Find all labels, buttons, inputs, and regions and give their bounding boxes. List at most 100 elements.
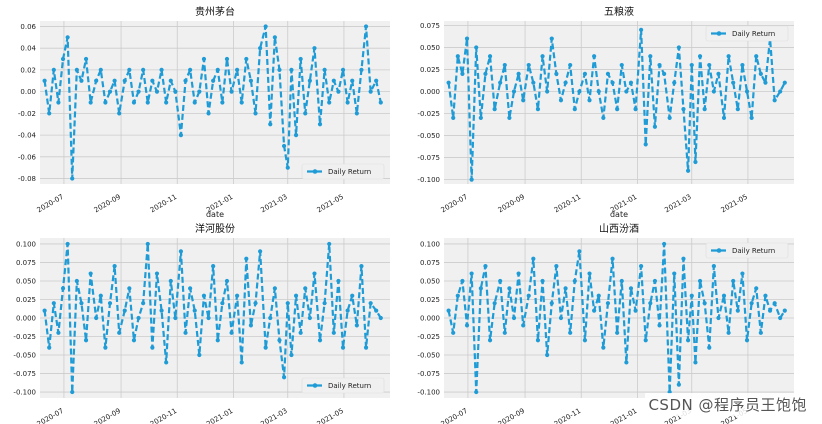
data-point bbox=[464, 36, 470, 41]
data-point bbox=[83, 338, 89, 343]
x-tick-label: 2020-07 bbox=[440, 407, 469, 424]
data-point bbox=[201, 56, 207, 62]
subplot-4: 0.100 0.075 0.050 0.025 0.000 -0.025 -0.050 -0.… bbox=[417, 223, 794, 424]
data-point bbox=[79, 301, 84, 306]
data-point bbox=[150, 345, 155, 350]
data-point bbox=[563, 286, 568, 291]
x-tick-label: 2020-11 bbox=[149, 193, 178, 215]
data-point bbox=[592, 54, 597, 59]
data-point bbox=[596, 293, 601, 298]
data-point bbox=[681, 107, 686, 112]
data-point bbox=[253, 111, 258, 116]
data-point bbox=[531, 256, 536, 261]
data-point bbox=[540, 278, 545, 284]
data-point bbox=[145, 241, 150, 247]
data-point bbox=[215, 338, 220, 343]
data-point bbox=[478, 115, 483, 121]
data-point bbox=[224, 56, 230, 62]
data-point bbox=[298, 330, 303, 335]
chart-title: 山西汾酒 bbox=[599, 223, 639, 235]
data-point bbox=[244, 56, 249, 62]
data-point bbox=[354, 111, 359, 116]
data-point bbox=[154, 271, 160, 276]
data-point bbox=[197, 352, 202, 358]
data-point bbox=[639, 27, 644, 32]
data-point bbox=[487, 338, 493, 343]
data-point bbox=[285, 301, 290, 306]
data-point bbox=[667, 115, 672, 121]
data-point bbox=[545, 89, 550, 94]
data-point bbox=[502, 330, 507, 335]
data-point bbox=[582, 71, 588, 76]
data-point bbox=[758, 71, 763, 76]
x-tick-label: 2021-05 bbox=[316, 407, 345, 424]
data-point bbox=[582, 338, 588, 343]
chart-title: 贵州茅台 bbox=[195, 5, 235, 18]
data-point bbox=[224, 278, 230, 284]
data-point bbox=[94, 315, 99, 321]
data-point bbox=[498, 80, 503, 85]
data-point bbox=[511, 89, 517, 94]
data-point bbox=[446, 80, 451, 85]
subplot-2: 0.075 0.050 0.025 0.000 -0.025 -0.050 -0.075 -0… bbox=[417, 5, 794, 219]
data-point bbox=[526, 293, 531, 298]
data-point bbox=[307, 78, 312, 83]
data-point bbox=[516, 71, 521, 76]
legend-marker bbox=[716, 31, 722, 36]
data-point bbox=[88, 271, 93, 276]
data-point bbox=[374, 78, 379, 83]
x-tick-label: 2021-05 bbox=[720, 193, 749, 215]
data-point bbox=[572, 107, 577, 112]
x-tick-label: 2020-09 bbox=[497, 193, 526, 215]
data-point bbox=[633, 107, 638, 112]
x-tick-label: 2021-01 bbox=[609, 407, 638, 424]
data-point bbox=[74, 67, 79, 72]
data-point bbox=[345, 308, 350, 313]
legend: Daily Return bbox=[705, 25, 789, 42]
data-point bbox=[79, 78, 84, 83]
data-point bbox=[336, 89, 341, 94]
data-point bbox=[464, 323, 470, 328]
data-point bbox=[253, 301, 258, 306]
data-point bbox=[545, 352, 550, 358]
data-point bbox=[211, 78, 216, 83]
data-point bbox=[178, 133, 184, 138]
y-tick-label: 0.000 bbox=[420, 88, 440, 96]
y-tick-label: 0.075 bbox=[420, 22, 440, 30]
data-point bbox=[643, 142, 648, 147]
x-tick-label: 2020-09 bbox=[497, 407, 526, 424]
data-point bbox=[716, 71, 721, 76]
data-point bbox=[331, 330, 336, 335]
data-point bbox=[726, 54, 731, 59]
data-point bbox=[206, 315, 211, 321]
y-tick-label: 0.025 bbox=[420, 66, 440, 74]
x-tick-label: 2020-09 bbox=[93, 407, 122, 424]
data-point bbox=[65, 241, 70, 247]
data-point bbox=[70, 176, 75, 181]
data-point bbox=[749, 301, 754, 306]
data-point bbox=[455, 293, 460, 298]
y-tick-label: -0.050 bbox=[13, 352, 36, 360]
data-point bbox=[51, 301, 56, 306]
data-point bbox=[763, 80, 768, 85]
data-point bbox=[549, 301, 554, 306]
legend-marker bbox=[312, 383, 318, 388]
data-point bbox=[474, 389, 479, 395]
data-point bbox=[173, 89, 178, 94]
data-point bbox=[610, 256, 615, 261]
data-point bbox=[744, 338, 750, 343]
data-point bbox=[521, 98, 526, 103]
data-point bbox=[277, 338, 282, 343]
y-tick-label: -0.100 bbox=[417, 389, 440, 397]
legend-label: Daily Return bbox=[732, 247, 775, 255]
data-point bbox=[131, 100, 137, 105]
chart-title: 五粮液 bbox=[604, 5, 634, 18]
data-point bbox=[587, 271, 592, 276]
data-point bbox=[211, 264, 216, 269]
data-point bbox=[368, 89, 373, 94]
x-tick-label: 2021-05 bbox=[316, 193, 345, 215]
data-point bbox=[98, 67, 103, 72]
data-point bbox=[507, 115, 512, 121]
x-tick-label: 2020-11 bbox=[553, 407, 582, 424]
